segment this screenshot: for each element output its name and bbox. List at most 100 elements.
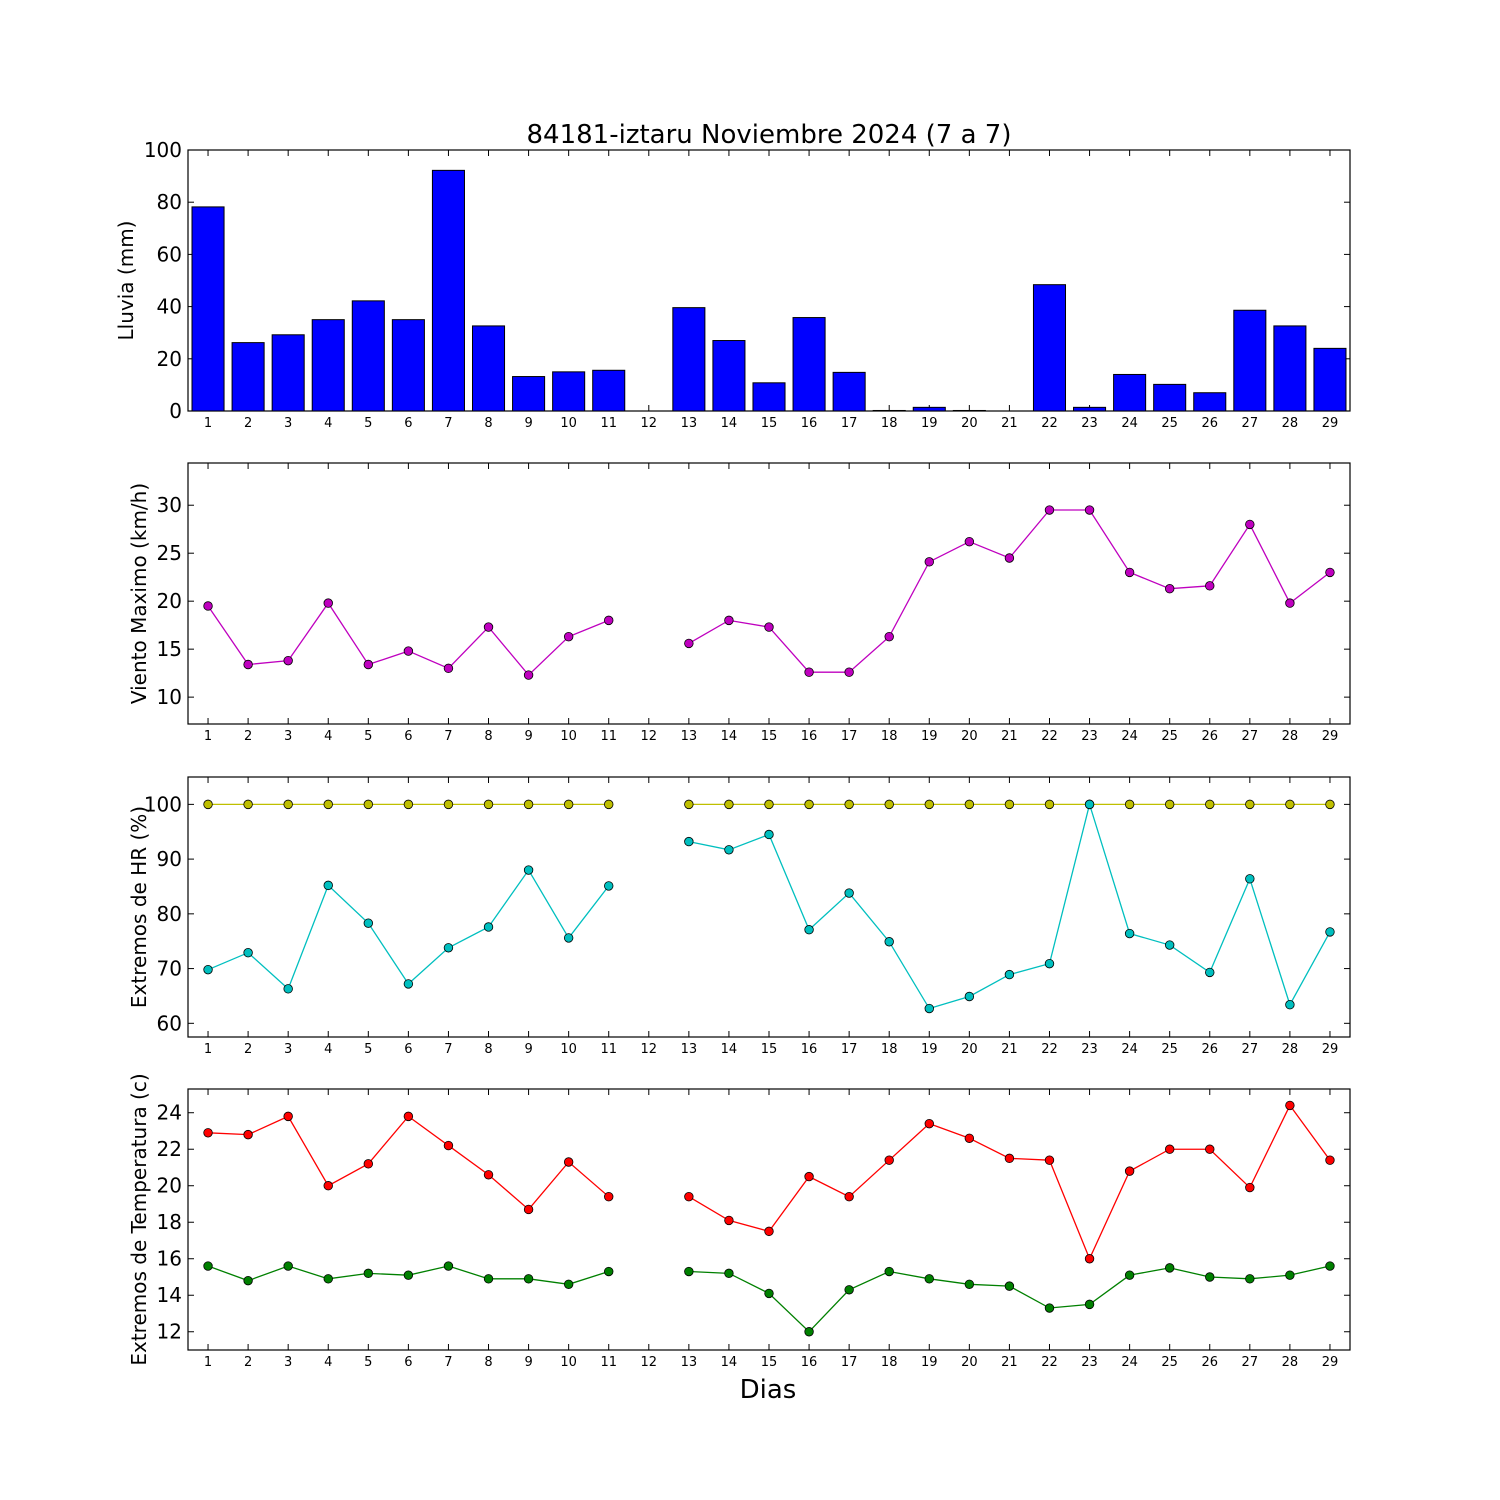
x-tick-label: 29 [1322,416,1339,431]
data-point [724,845,734,855]
data-point [924,1003,934,1014]
data-point [203,1261,213,1271]
data-point [764,799,774,810]
data-point [604,1191,614,1202]
data-point [1205,799,1215,810]
data-point [1084,799,1095,810]
y-tick-label: 60 [157,242,182,266]
rain-bar [912,406,946,412]
data-point [604,1266,614,1277]
x-tick-label: 9 [524,416,532,431]
x-tick-label: 10 [560,416,577,431]
x-tick-label: 10 [560,729,577,744]
x-tick-label: 24 [1121,729,1138,744]
x-tick-label: 14 [721,1355,738,1370]
x-tick-label: 29 [1322,1355,1339,1370]
data-point [323,598,333,608]
x-tick-label: 7 [444,416,452,431]
x-tick-label: 26 [1201,729,1218,744]
data-point [563,933,574,943]
x-tick-label: 15 [761,416,778,431]
x-tick-label: 18 [881,1042,898,1057]
x-tick-label: 15 [761,729,778,744]
x-tick-label: 23 [1081,1355,1098,1370]
data-point [443,799,454,810]
x-tick-label: 22 [1041,1355,1058,1370]
plot-frame [187,462,1351,725]
x-tick-label: 25 [1161,729,1178,744]
data-point [924,799,934,810]
x-tick-label: 27 [1242,1355,1259,1370]
rain-bar [592,369,626,412]
x-tick-label: 14 [721,729,738,744]
rain-bar [872,409,906,412]
data-point [363,1159,374,1169]
x-tick-label: 2 [244,1355,252,1370]
x-tick-label: 13 [681,416,698,431]
y-tick-label: 24 [157,1101,182,1125]
data-point [844,799,854,810]
x-tick-label: 18 [881,729,898,744]
data-point [844,1191,854,1202]
data-point [1124,928,1135,939]
x-tick-label: 23 [1081,729,1098,744]
y-tick-label: 0 [169,399,182,423]
y-tick-label: 25 [157,541,182,565]
x-tick-label: 6 [404,729,412,744]
data-point [924,1274,934,1284]
data-point [1124,1166,1135,1176]
data-point [884,1266,894,1277]
rain-bar [832,371,866,412]
data-point [1044,1303,1055,1313]
x-tick-label: 19 [921,729,938,744]
data-point [443,663,454,674]
plot-frame [187,776,1351,1038]
x-tick-label: 8 [484,729,492,744]
y-tick-label: 70 [157,957,182,981]
data-point [1044,1155,1055,1165]
x-tick-label: 7 [444,1355,452,1370]
x-tick-label: 28 [1282,1355,1299,1370]
data-point [243,1275,253,1286]
x-tick-label: 19 [921,1042,938,1057]
rain-bar [672,307,706,412]
x-tick-label: 19 [921,1355,938,1370]
x-tick-label: 13 [681,1355,698,1370]
data-point [203,799,213,810]
data-point [924,1118,934,1129]
data-point [443,1261,454,1271]
data-point [1124,1270,1135,1280]
rain-bar [1073,406,1107,412]
x-tick-label: 12 [641,729,658,744]
x-tick-label: 21 [1001,1042,1018,1057]
x-tick-label: 26 [1201,416,1218,431]
data-point [523,1274,534,1284]
rain-bar [512,376,546,412]
data-point [1044,958,1055,969]
data-point [924,557,934,567]
data-point [1325,567,1335,578]
y-tick-label: 30 [157,493,182,517]
rain-bar [1233,309,1267,412]
x-tick-label: 18 [881,1355,898,1370]
data-point [1084,1299,1095,1310]
data-point [684,1266,694,1277]
series-line [207,601,609,677]
x-tick-label: 11 [600,1042,617,1057]
data-point [964,1279,975,1289]
x-tick-label: 6 [404,1355,412,1370]
data-point [203,964,213,975]
data-point [403,799,414,810]
data-point [563,799,574,810]
data-point [1285,1100,1295,1111]
x-tick-label: 11 [600,1355,617,1370]
x-tick-label: 15 [761,1042,778,1057]
rain-bar [311,319,345,412]
data-point [1004,1153,1015,1164]
data-point [1285,1000,1295,1010]
data-point [523,670,534,680]
data-point [884,1155,894,1165]
x-tick-label: 5 [364,1355,372,1370]
x-tick-label: 3 [284,416,292,431]
